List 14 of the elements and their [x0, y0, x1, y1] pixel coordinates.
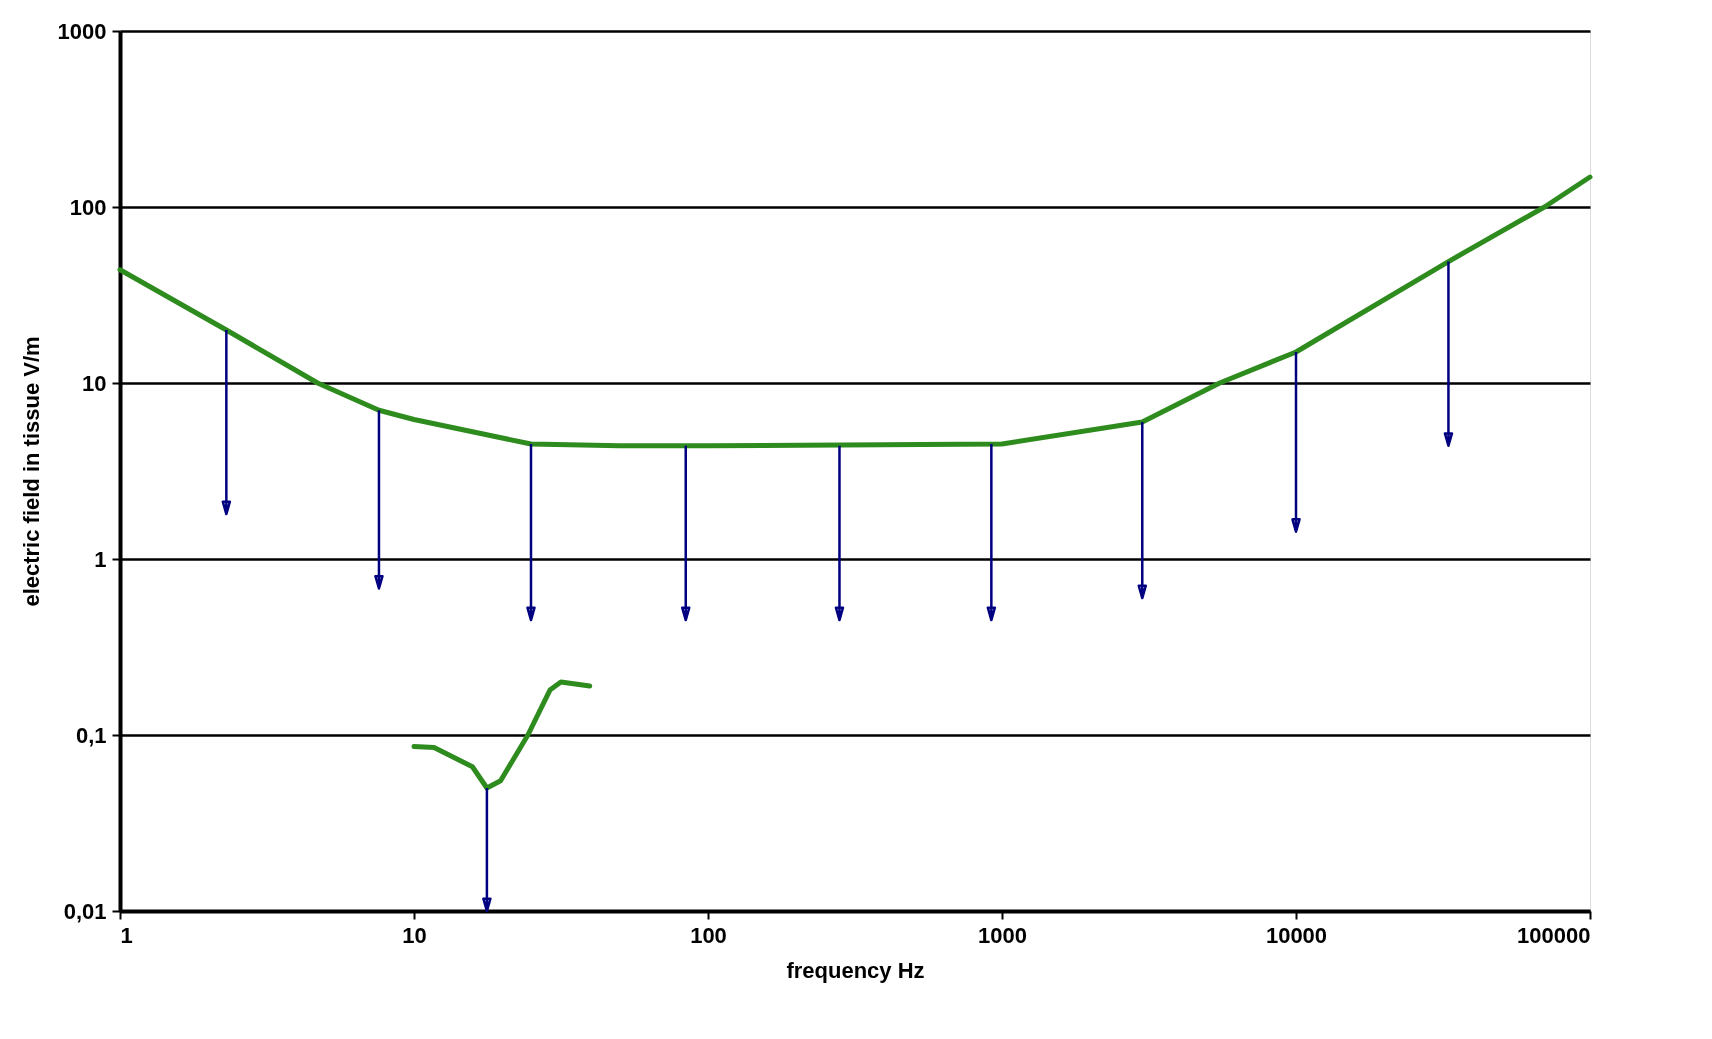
y-tick-label: 0,1 — [75, 722, 107, 748]
y-axis-title: electric field in tissue V/m — [18, 336, 44, 607]
x-tick-label: 1 — [120, 922, 133, 948]
x-tick-label: 10000 — [1265, 922, 1328, 948]
y-tick-label: 100 — [69, 194, 107, 220]
x-tick-label: 100000 — [1517, 922, 1591, 948]
x-tick-label: 100 — [690, 922, 727, 948]
x-tick-label: 1000 — [978, 922, 1027, 948]
x-tick-label: 10 — [402, 922, 427, 948]
y-tick-label: 0,01 — [63, 898, 107, 924]
y-tick-label: 1000 — [57, 18, 107, 44]
y-tick-label: 10 — [82, 370, 107, 396]
y-tick-label: 1 — [94, 546, 107, 572]
x-axis-title: frequency Hz — [786, 957, 925, 983]
